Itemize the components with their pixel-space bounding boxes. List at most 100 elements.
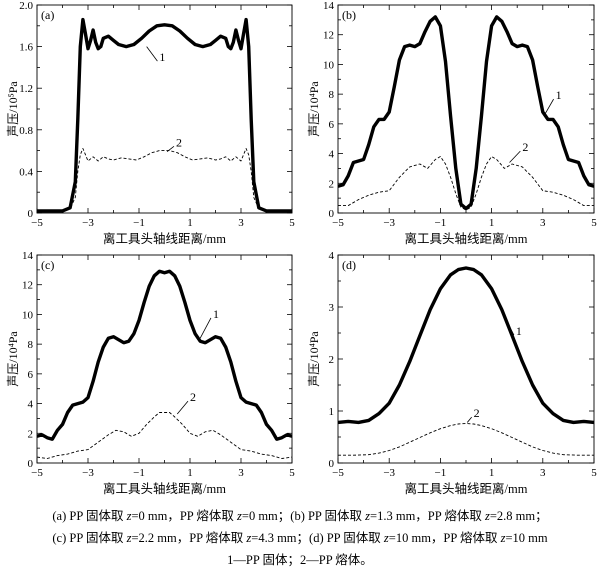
caption-text: z: [246, 531, 252, 545]
series-line-2: [338, 156, 594, 211]
caption-text: =10 mm，PP 熔体取: [388, 531, 501, 545]
x-tick-label: 1: [187, 217, 193, 229]
chart-panel: −5 −3 −1 1 3 5 0 1 2 3 4 离工具头轴线距离/mm 声压/10⁴Pa (d) 1 2: [307, 250, 597, 496]
x-tick-label: 5: [591, 217, 597, 229]
caption-text: =10 mm: [505, 531, 548, 545]
plot-frame: [337, 4, 595, 214]
caption-text: (c) PP 固体取: [52, 531, 127, 545]
y-tick-label: 3: [329, 302, 335, 314]
caption-text: =2.2 mm，PP 熔体取: [131, 531, 247, 545]
panel-label: (b): [342, 8, 356, 22]
caption-text: =0 mm，PP 熔体取: [131, 509, 238, 523]
y-tick-label: 2: [28, 428, 34, 440]
panel-label: (d): [342, 258, 356, 272]
figure-caption: (a) PP 固体取 z=0 mm，PP 熔体取 z=0 mm；(b) PP 固…: [0, 505, 600, 571]
y-tick-label: 14: [323, 0, 335, 12]
x-tick-label: 3: [540, 217, 546, 229]
y-axis-label: 声压/10⁵Pa: [6, 81, 20, 137]
y-tick-label: 8: [28, 339, 34, 351]
y-tick-label: 6: [28, 369, 34, 381]
y-axis-label: 声压/10⁴Pa: [6, 331, 20, 387]
y-tick-label: 1.6: [19, 42, 33, 54]
x-tick-label: 3: [238, 467, 244, 479]
y-tick-label: 12: [22, 280, 33, 292]
plot-frame: [337, 254, 595, 464]
caption-text: z: [484, 509, 490, 523]
y-tick-label: 10: [323, 59, 335, 71]
caption-text: =1.3 mm，PP 熔体取: [370, 509, 485, 523]
series-line-1: [37, 269, 292, 441]
x-axis-label: 离工具头轴线距离/mm: [405, 231, 528, 246]
caption-line-2: (c) PP 固体取 z=2.2 mm，PP 熔体取 z=4.3 mm；(d) …: [0, 527, 600, 549]
x-tick-label: −1: [133, 467, 145, 479]
x-tick-label: −3: [82, 217, 94, 229]
x-tick-label: 3: [540, 467, 546, 479]
series-line-2: [37, 148, 292, 212]
annotation-leader: [176, 400, 189, 415]
figure: −5 −3 −1 1 3 5 0 0.4 0.8 1.2 1.6 2.0 离工具头轴线距离/mm 声压/1…: [6, 0, 597, 496]
caption-text: =4.3 mm；(d) PP 固体取: [251, 531, 384, 545]
y-tick-label: 1.2: [19, 83, 33, 95]
y-tick-label: 8: [329, 89, 335, 101]
series-line-2: [338, 423, 594, 456]
annotation-label: 2: [474, 406, 480, 420]
y-tick-label: 2: [329, 354, 335, 366]
y-tick-label: 0: [28, 458, 34, 470]
y-tick-label: 2: [329, 178, 335, 190]
x-tick-label: −3: [383, 467, 395, 479]
caption-line-1: (a) PP 固体取 z=0 mm，PP 熔体取 z=0 mm；(b) PP 固…: [0, 505, 600, 527]
x-tick-label: −5: [31, 467, 43, 479]
x-axis-label: 离工具头轴线距离/mm: [405, 481, 528, 496]
x-axis-label: 离工具头轴线距离/mm: [103, 231, 226, 246]
series-line-1: [37, 17, 292, 213]
x-tick-label: 5: [289, 217, 295, 229]
y-tick-label: 12: [323, 30, 334, 42]
y-tick-label: 0.8: [19, 125, 33, 137]
caption-text: z: [237, 509, 242, 523]
y-tick-label: 4: [329, 250, 335, 262]
x-tick-label: −1: [435, 467, 447, 479]
series-line-1: [338, 266, 594, 425]
x-tick-label: −3: [82, 467, 94, 479]
annotation-label: 1: [556, 88, 562, 102]
annotation-leader: [509, 150, 521, 163]
annotation-leader: [545, 98, 554, 114]
caption-text: z: [126, 509, 132, 523]
y-tick-label: 1: [329, 406, 335, 418]
caption-text: z: [500, 531, 506, 545]
series-line-1: [338, 15, 594, 211]
x-tick-label: 1: [489, 467, 495, 479]
plot-frame: [36, 254, 293, 464]
y-tick-label: 2.0: [19, 0, 33, 12]
annotation-leader: [466, 416, 472, 423]
x-tick-label: −5: [332, 217, 344, 229]
chart-panel: −5 −3 −1 1 3 502468101214离工具头轴线距离/mm声压/10⁴Pa(…: [307, 0, 597, 246]
x-tick-label: −3: [383, 217, 395, 229]
annotation-leader: [146, 46, 158, 62]
x-tick-label: 3: [238, 217, 244, 229]
caption-text: =2.8 mm；: [489, 509, 548, 523]
y-axis-label: 声压/10⁴Pa: [307, 331, 321, 387]
chart-panel: −5 −3 −1 1 3 5 0 0.4 0.8 1.2 1.6 2.0 离工具头轴线距离/mm 声压/1…: [6, 0, 295, 246]
x-tick-label: 1: [489, 217, 495, 229]
annotation-leader: [506, 321, 515, 336]
annotation-label: 2: [522, 140, 528, 154]
annotation-label: 1: [516, 324, 522, 338]
y-tick-label: 10: [22, 309, 34, 321]
panel-label: (c): [41, 258, 54, 272]
x-tick-label: −1: [133, 217, 145, 229]
caption-text: (a) PP 固体取: [52, 509, 127, 523]
y-tick-label: 14: [22, 250, 34, 262]
x-tick-label: −1: [435, 217, 447, 229]
caption-line-3: 1—PP 固体；2—PP 熔体。: [0, 549, 600, 571]
chart-panel: −5 −3 −1 1 3 502468101214离工具头轴线距离/mm声压/10⁴Pa(…: [6, 250, 295, 496]
y-axis-label: 声压/10⁴Pa: [307, 81, 321, 137]
y-tick-label: 6: [329, 119, 335, 131]
caption-text: =0 mm；(b) PP 固体取: [241, 509, 366, 523]
x-axis-label: 离工具头轴线距离/mm: [103, 481, 226, 496]
y-tick-label: 0: [329, 458, 335, 470]
annotation-label: 2: [190, 390, 196, 404]
annotation-label: 1: [159, 50, 165, 64]
y-tick-label: 4: [329, 149, 335, 161]
annotation-label: 1: [213, 307, 219, 321]
